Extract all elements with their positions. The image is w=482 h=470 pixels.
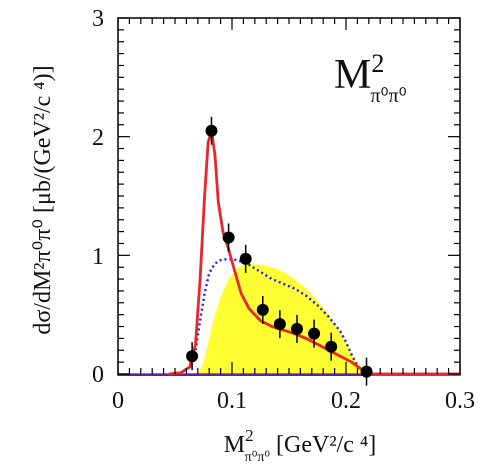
data-point [222,223,235,252]
data-points [186,116,373,386]
dotted-line-series [169,257,460,376]
x-tick-label-3: 0.3 [445,388,475,414]
x-tick-label-2: 0.2 [331,388,361,414]
data-point [290,314,303,343]
data-point [256,295,269,324]
x-axis-title-sup: 2 [245,426,254,445]
panel-label-sup: 2 [371,49,384,78]
data-point [273,310,286,339]
x-axis-title-units: [GeV²/c ⁴] [276,432,376,458]
x-axis-title-sub: π⁰π⁰ [245,450,271,465]
x-axis-title: M2 π⁰π⁰ [GeV²/c ⁴] [224,426,376,465]
axis-ticks [117,17,461,375]
panel-label: M2 π⁰π⁰ [334,49,407,107]
data-point [239,244,252,273]
y-tick-label-2: 2 [92,125,104,151]
data-point [186,342,199,371]
data-point [205,116,218,145]
solid-line-series [169,129,460,376]
panel-label-sub: π⁰π⁰ [370,85,406,107]
data-point [308,319,321,348]
data-point [325,332,338,361]
x-tick-label-0: 0 [112,388,124,414]
x-axis-title-main: M [224,432,245,458]
data-point [360,357,373,386]
panel-label-main: M [334,52,371,98]
y-axis-title: dσ/dM²π⁰π⁰ [μb/(GeV²/c ⁴)] [30,65,56,334]
y-tick-label-1: 1 [92,244,104,270]
y-tick-label-3: 3 [92,6,104,32]
x-tick-label-1: 0.1 [217,388,247,414]
y-tick-label-0: 0 [92,362,104,388]
